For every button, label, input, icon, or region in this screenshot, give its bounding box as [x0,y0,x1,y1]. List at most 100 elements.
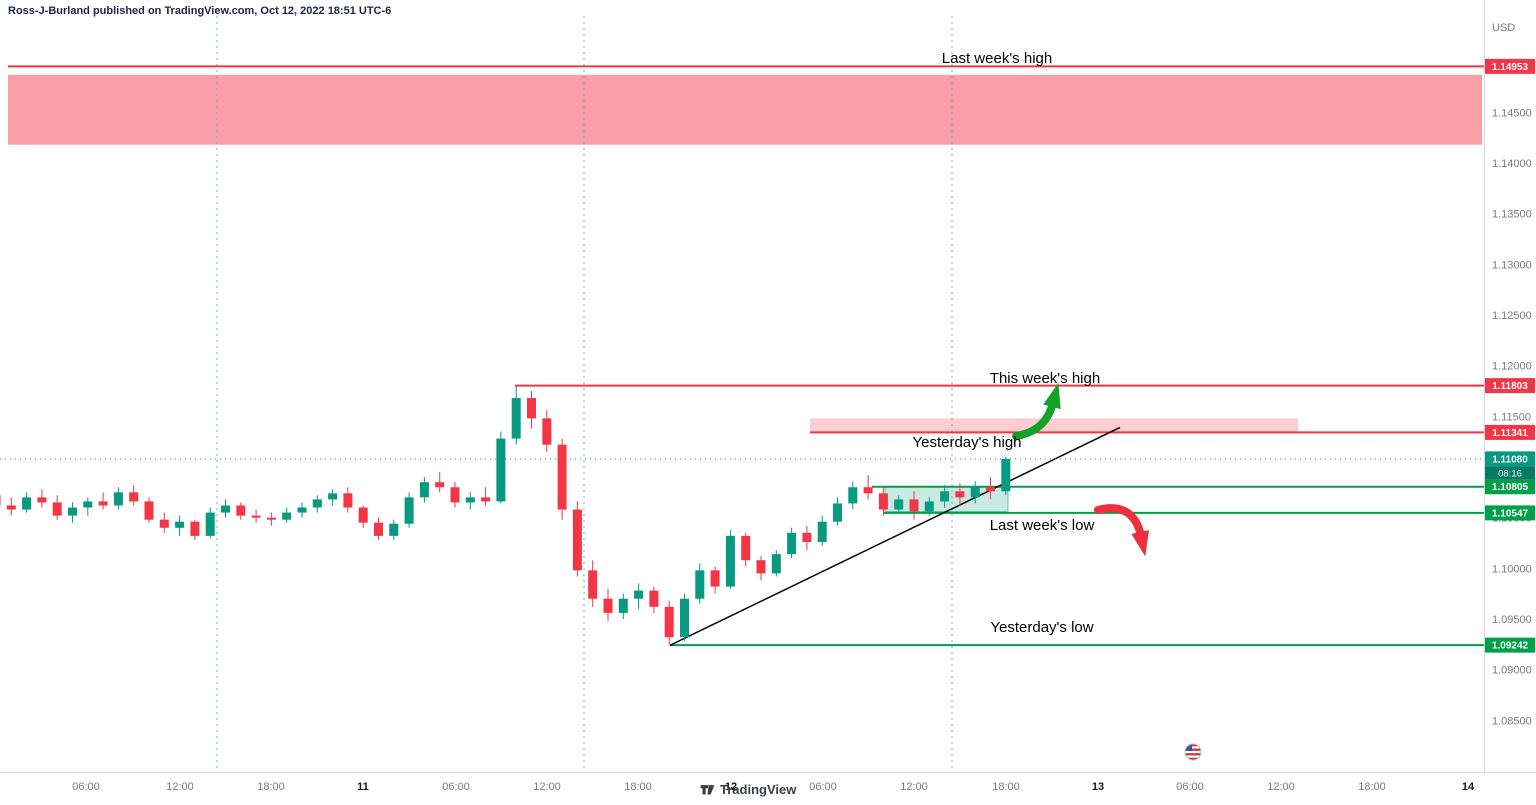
price-tick: 1.09000 [1492,665,1532,677]
us-flag-icon [1185,744,1201,760]
candle-body [496,438,506,502]
candles[interactable] [0,385,1011,646]
time-tick-day: 14 [1462,781,1475,793]
candle-body [435,482,445,488]
price-axis[interactable]: USD 1.14500 1.14000 1.13500 1.13000 1.12500 1.… [1485,22,1535,727]
time-tick: 12:00 [1267,781,1295,793]
candle-body [664,606,674,638]
candle-body [52,502,62,516]
candle-body [970,487,980,498]
time-tick: 12:00 [533,781,561,793]
tradingview-logo[interactable]: TradingView [700,782,796,797]
candle-body [909,499,919,512]
time-tick-day: 12 [725,781,737,793]
candle-body [940,491,950,502]
price-tick: 1.14000 [1492,158,1532,170]
attribution: Ross-J-Burland published on TradingView.… [8,5,392,17]
time-tick-day: 11 [357,781,369,793]
price-tick: 1.12000 [1492,361,1532,373]
candle-body [710,570,720,587]
candle-body [129,492,139,502]
candle-body [221,505,230,513]
candle-body [236,505,246,516]
candle-body [833,503,842,522]
candle-body [542,418,552,445]
price-tick: 1.13500 [1492,209,1532,221]
time-tick: 18:00 [992,781,1020,793]
axis-label-text-last-weeks-low: 1.10547 [1492,508,1529,519]
bearish-arrow[interactable] [1094,504,1149,557]
candle-body [68,507,77,516]
candle-body [328,493,338,500]
candle-body [465,497,475,503]
candle-body [83,501,93,508]
time-tick: 12:00 [900,781,928,793]
price-tick: 1.14500 [1492,107,1532,119]
candle-body [6,505,16,510]
tradingview-logo-icon [700,782,715,797]
price-tick: 1.13000 [1492,259,1532,271]
axis-label-text-last-weeks-high: 1.14953 [1492,62,1529,73]
candle-body [22,497,32,510]
candle-body [848,487,858,504]
candle-body [741,535,751,561]
price-band-weekly-supply[interactable] [8,74,1482,145]
axis-label-text-yesterdays-low: 1.09242 [1492,641,1529,652]
tradingview-logo-text: TradingView [720,782,797,797]
axis-label-this-weeks-high [1485,378,1535,394]
time-axis[interactable]: 06:00 12:00 18:00 11 06:00 12:00 18:00 12 06:00 1… [72,781,1475,793]
time-tick: 06:00 [72,781,100,793]
candle-body [603,598,613,613]
candle-body [175,521,185,528]
time-tick: 18:00 [257,781,285,793]
candle-body [680,598,689,638]
candle-body [878,493,888,510]
candle-body [634,590,644,599]
current-price-value: 1.11080 [1492,454,1528,465]
candle-body [205,512,215,536]
candle-body [98,501,108,506]
candle-body [312,499,322,508]
candle-body [343,493,353,508]
candle-body [358,507,368,523]
trendline[interactable] [669,426,1121,647]
bullish-arrow[interactable] [1012,382,1061,440]
candle-body [282,512,292,520]
candle-body [863,487,873,494]
time-tick: 06:00 [1176,781,1204,793]
axis-label-last-weeks-low-upper [1485,479,1535,495]
price-tick: 1.08500 [1492,715,1532,727]
candle-body [389,523,399,536]
annotation-last-week-s-high[interactable]: Last week's high [942,50,1052,67]
time-tick: 18:00 [1358,781,1386,793]
candle-body [894,499,904,510]
candle-body [787,532,797,555]
candle-body [404,497,414,524]
candle-body [190,521,200,536]
price-tick: 1.09500 [1492,614,1532,626]
candle-countdown-label [1485,466,1535,480]
candle-body [618,598,628,613]
candle-body [527,398,536,419]
axis-label-text-yesterdays-high: 1.11341 [1492,428,1528,439]
candle-body [588,570,598,599]
annotation-last-week-s-low[interactable]: Last week's low [990,517,1095,534]
price-band-daily-supply[interactable] [810,418,1298,433]
candle-body [802,532,812,542]
annotation-yesterday-s-high[interactable]: Yesterday's high [912,434,1021,451]
current-price-label [1485,451,1535,467]
axis-label-yesterdays-high [1485,424,1535,440]
axis-label-text-this-weeks-high: 1.11803 [1492,381,1528,392]
candle-body [297,507,307,513]
candle-body [37,497,47,503]
candle-body [374,522,383,536]
candle-body [557,444,567,510]
annotation-this-week-s-high[interactable]: This week's high [990,370,1100,387]
price-tick: 1.11500 [1492,411,1531,423]
candle-countdown-value: 08:16 [1498,468,1522,479]
candle-body [159,519,169,528]
annotation-yesterday-s-low[interactable]: Yesterday's low [990,619,1093,636]
candle-body [450,487,460,503]
candle-body [924,501,934,512]
